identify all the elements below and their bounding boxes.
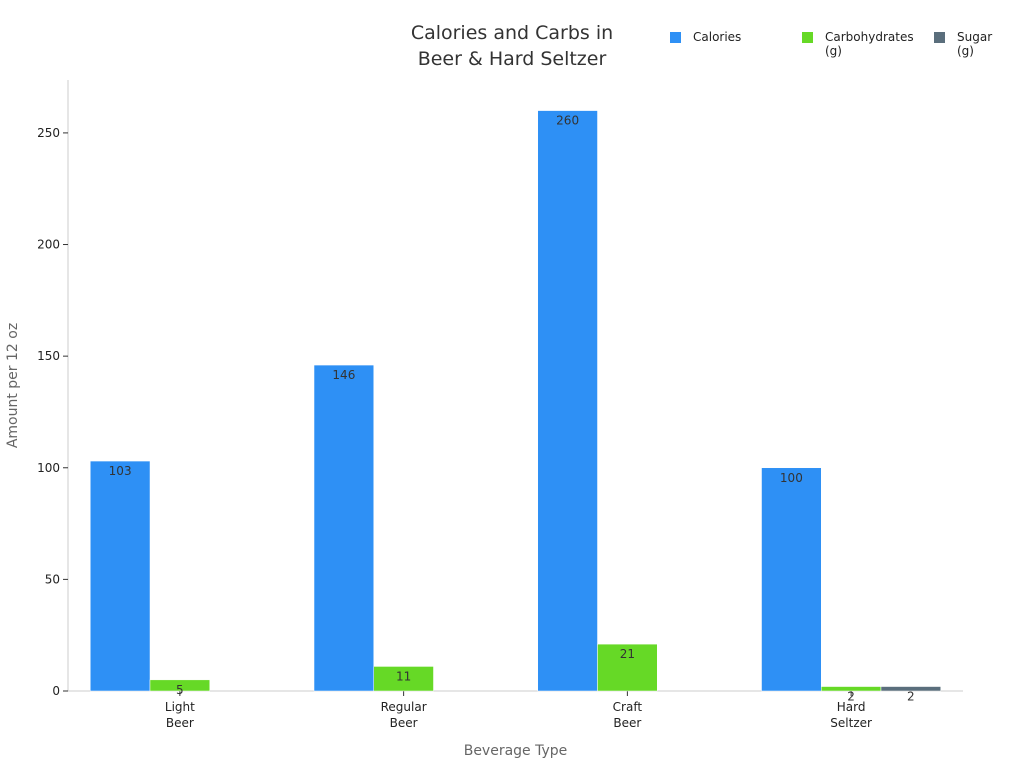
x-axis-label: Beverage Type — [464, 743, 568, 759]
value-label: 2 — [907, 690, 915, 704]
y-axis-label: Amount per 12 oz — [5, 323, 21, 448]
value-label: 100 — [780, 471, 803, 485]
bar — [149, 679, 210, 692]
legend-swatch — [670, 32, 681, 43]
y-tick-label: 250 — [37, 126, 60, 140]
value-label: 2 — [847, 690, 855, 704]
bar — [761, 467, 822, 692]
bar — [90, 460, 151, 692]
legend-label: Sugar (g) — [957, 30, 993, 58]
value-label: 103 — [109, 464, 132, 478]
y-tick-label: 200 — [37, 238, 60, 252]
chart-title: Calories and Carbs in Beer & Hard Seltze… — [410, 22, 614, 70]
value-label: 5 — [176, 683, 184, 697]
value-label: 21 — [620, 647, 635, 661]
y-tick-label: 0 — [52, 684, 60, 698]
value-label: 11 — [396, 669, 411, 683]
y-tick-label: 100 — [37, 461, 60, 475]
x-tick-label: Regular Beer — [381, 700, 427, 730]
legend-swatch — [934, 32, 945, 43]
bar — [373, 666, 434, 692]
bar — [313, 364, 375, 692]
legend-swatch — [802, 32, 813, 43]
value-label: 260 — [556, 114, 579, 128]
legend-item: Carbohydrates (g) — [802, 30, 920, 58]
x-tick-label: Craft Beer — [613, 700, 643, 730]
value-label: 146 — [332, 368, 355, 382]
y-tick-label: 150 — [37, 349, 60, 363]
bar — [880, 686, 941, 692]
y-tick-label: 50 — [45, 572, 60, 586]
legend: Calories Carbohydrates (g) Sugar (g) — [670, 30, 1007, 58]
x-tick-label: Light Beer — [165, 700, 195, 730]
x-tick-label: Hard Seltzer — [830, 700, 872, 730]
legend-label: Calories — [693, 30, 742, 44]
legend-item: Sugar (g) — [934, 30, 1007, 58]
bar — [597, 643, 658, 692]
bar — [537, 110, 598, 692]
legend-item: Calories — [670, 30, 788, 58]
legend-label: Carbohydrates (g) — [825, 30, 914, 58]
